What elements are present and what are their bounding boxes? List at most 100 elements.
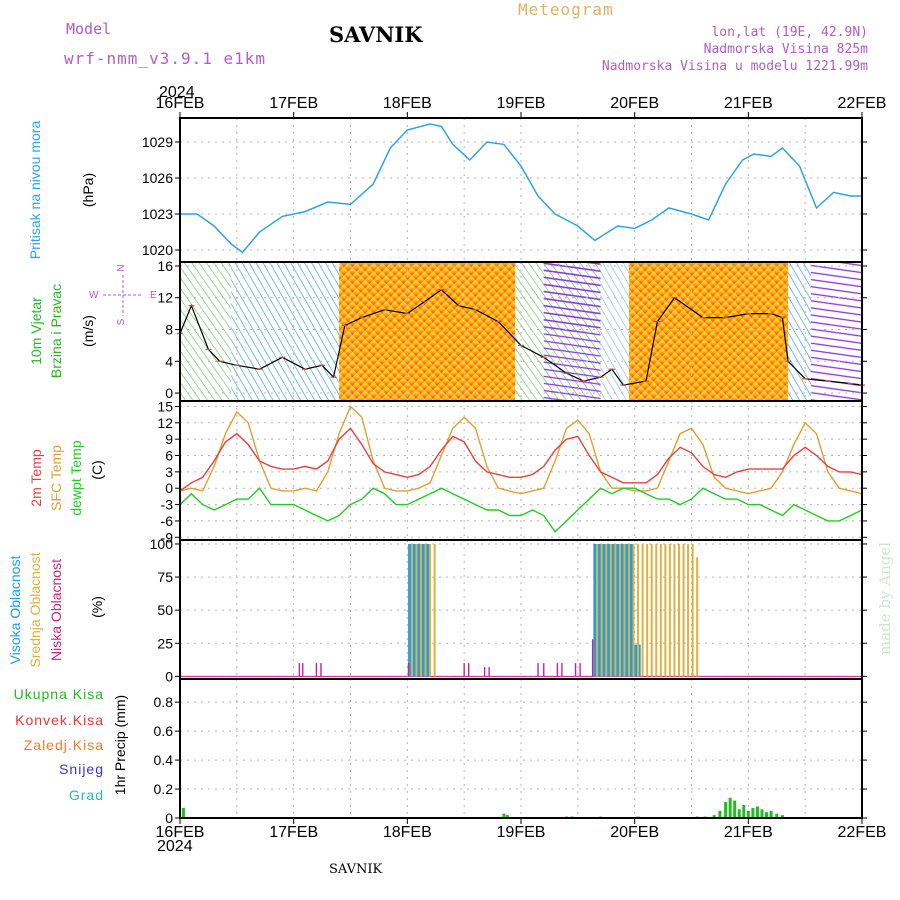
meteogram-label: Meteogram (518, 0, 614, 19)
x-tick-label-bottom: 20FEB (610, 824, 659, 841)
wind-barb-band (600, 262, 629, 401)
y-tick-label: -3 (161, 497, 174, 513)
y-tick-label: 0 (165, 668, 173, 684)
model-name: wrf-nmm_v3.9.1 e1km (64, 49, 267, 68)
wind-barb-band (543, 262, 601, 332)
elevation-text: Nadmorska Visina 825m (703, 42, 868, 57)
year-bottom: 2024 (157, 838, 193, 855)
wind-barb-band (788, 262, 811, 401)
legend-snow: Snijeg (59, 761, 104, 777)
wind-unit: (m/s) (80, 315, 96, 347)
model-elevation-text: Nadmorska Visina u modelu 1221.99m (601, 59, 868, 74)
x-tick-label-top: 21FEB (724, 95, 773, 112)
precip-bar (769, 810, 773, 818)
temp2m-label: 2m Temp (28, 449, 44, 507)
precip-bar (760, 809, 764, 818)
y-tick-label: 0.8 (154, 694, 174, 710)
x-tick-label-top: 17FEB (269, 95, 318, 112)
x-tick-label-top: 19FEB (497, 95, 546, 112)
wind-barb-band (339, 262, 516, 401)
y-tick-label: 9 (165, 431, 173, 447)
high-cloud-label: Visoka Oblacnost (7, 556, 23, 665)
temp-unit: (C) (89, 460, 105, 479)
precip-bar (718, 810, 722, 818)
y-tick-label: 12 (157, 415, 173, 431)
precip-bar (505, 815, 509, 818)
y-tick-label: 1029 (142, 134, 173, 150)
sfc-temp-line (179, 405, 863, 495)
precip-bar (746, 810, 750, 818)
compass-s: S (116, 318, 127, 325)
y-tick-label: 0 (165, 480, 173, 496)
legend-total-rain: Ukupna Kisa (14, 686, 104, 702)
legend-convective-rain: Konvek.Kisa (15, 712, 104, 728)
y-tick-label: 25 (157, 635, 173, 651)
precip-bar (751, 807, 755, 818)
y-tick-label: 15 (157, 398, 173, 414)
model-label: Model (66, 20, 112, 38)
lonlat-text: lon,lat (19E, 42.9N) (711, 25, 868, 40)
precip-bar (502, 813, 506, 818)
mid-cloud-label: Srednja Oblacnost (27, 552, 43, 667)
x-tick-label-top: 22FEB (838, 95, 887, 112)
y-tick-label: 0 (165, 810, 173, 826)
cloud-unit: (%) (89, 596, 105, 618)
y-tick-label: 0.4 (154, 752, 174, 768)
site-title: SAVNIK (329, 22, 423, 47)
wind-barb-band (810, 262, 862, 401)
y-tick-label: 0.6 (154, 723, 174, 739)
precip-bar (775, 813, 779, 818)
legend-hail: Grad (69, 787, 104, 803)
y-tick-label: 1020 (142, 242, 173, 258)
low-cloud-label: Niska Oblacnost (48, 559, 64, 661)
y-tick-label: 0.2 (154, 781, 174, 797)
x-tick-label-bottom: 19FEB (497, 824, 546, 841)
pressure-unit: (hPa) (80, 173, 96, 207)
y-tick-label: 3 (165, 464, 173, 480)
precip-bar (755, 806, 759, 818)
wind-label: 10m Vjetar (28, 297, 44, 365)
sfc-temp-label: SFC Temp (48, 445, 64, 511)
compass-n: N (116, 264, 127, 271)
wind-barb-band (231, 262, 340, 401)
precip-bar (733, 800, 737, 818)
dewpt-line (179, 487, 863, 533)
wind-barb-band (600, 262, 629, 401)
precip-unit: 1hr Precip (mm) (112, 695, 128, 795)
x-tick-label-bottom: 21FEB (724, 824, 773, 841)
x-tick-label-top: 18FEB (383, 95, 432, 112)
y-tick-label: 4 (165, 353, 173, 369)
y-tick-label: 8 (165, 322, 173, 338)
y-tick-label: 1023 (142, 206, 173, 222)
compass-w: W (89, 290, 99, 301)
wind-barb-band (180, 262, 232, 401)
y-tick-label: 6 (165, 448, 173, 464)
precip-bar (181, 807, 185, 818)
precip-bar (724, 802, 728, 818)
wind-label-2: Brzina i Pravac (48, 284, 64, 378)
dewpt-label: dewpt Temp (68, 440, 84, 515)
panel-frame (179, 400, 863, 541)
x-tick-label-bottom: 18FEB (383, 824, 432, 841)
panel-frame (179, 539, 863, 680)
wind-barb-band (628, 262, 789, 401)
pressure-label: Pritisak na nivou mora (27, 121, 43, 260)
precip-bar (737, 809, 741, 818)
pressure-line (180, 123, 862, 254)
year-top: 2024 (159, 84, 195, 101)
x-tick-label-bottom: 22FEB (838, 824, 887, 841)
x-tick-label-top: 16FEB (156, 95, 205, 112)
x-tick-label-bottom: 16FEB (156, 824, 205, 841)
precip-bar (712, 815, 716, 818)
y-tick-label: 16 (157, 258, 173, 274)
y-tick-label: 100 (150, 536, 174, 552)
compass-e: E (150, 290, 157, 301)
y-tick-label: -6 (161, 513, 174, 529)
x-tick-label-top: 20FEB (610, 95, 659, 112)
temp2m-line (179, 427, 863, 492)
y-tick-label: 50 (157, 602, 173, 618)
y-tick-label: -9 (161, 529, 174, 545)
y-tick-label: 12 (157, 290, 173, 306)
